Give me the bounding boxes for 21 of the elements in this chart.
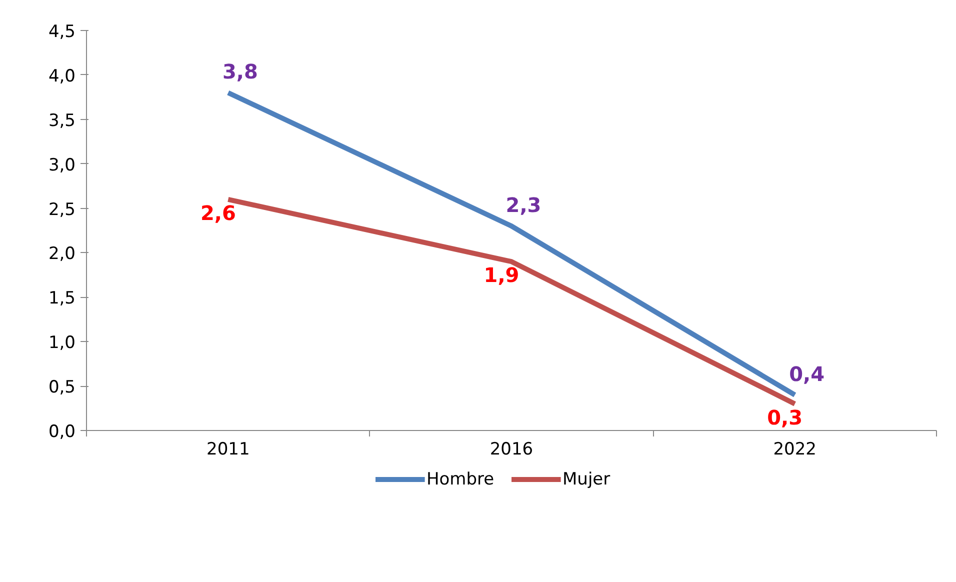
data-label: 3,8 (222, 60, 258, 84)
data-label: 2,6 (200, 200, 236, 225)
y-tick-label: 3,0 (48, 155, 76, 176)
data-label: 0,4 (789, 362, 825, 386)
y-tick-label: 2,0 (48, 244, 76, 264)
data-label: 0,3 (767, 405, 803, 430)
y-tick-label: 0,0 (48, 422, 76, 442)
x-tick-label: 2016 (490, 440, 534, 460)
y-tick-label: 0,5 (48, 378, 76, 398)
y-tick-label: 1,0 (48, 333, 76, 354)
y-tick-label: 2,5 (48, 200, 76, 220)
legend-label: Mujer (562, 470, 610, 490)
x-tick-label: 2022 (773, 440, 816, 460)
legend-label: Hombre (426, 470, 494, 490)
x-tick-label: 2011 (206, 440, 250, 460)
data-label: 1,9 (484, 263, 520, 288)
y-tick-label: 4,5 (48, 22, 76, 42)
y-tick-label: 4,0 (48, 66, 76, 86)
y-tick-label: 1,5 (48, 288, 76, 309)
data-label: 2,3 (506, 193, 542, 218)
y-tick-label: 3,5 (48, 110, 76, 131)
